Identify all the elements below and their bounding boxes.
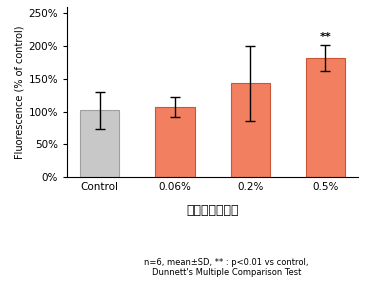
Bar xyxy=(155,107,195,177)
Bar xyxy=(80,110,119,177)
Bar xyxy=(231,83,270,177)
Text: ペルーバルサム: ペルーバルサム xyxy=(186,204,239,217)
Y-axis label: Fluorescence (% of control): Fluorescence (% of control) xyxy=(14,25,24,159)
Bar xyxy=(306,58,345,177)
Text: n=6, mean±SD, ** : p<0.01 vs control,
Dunnett's Multiple Comparison Test: n=6, mean±SD, ** : p<0.01 vs control, Du… xyxy=(144,258,308,277)
Text: **: ** xyxy=(319,32,331,42)
